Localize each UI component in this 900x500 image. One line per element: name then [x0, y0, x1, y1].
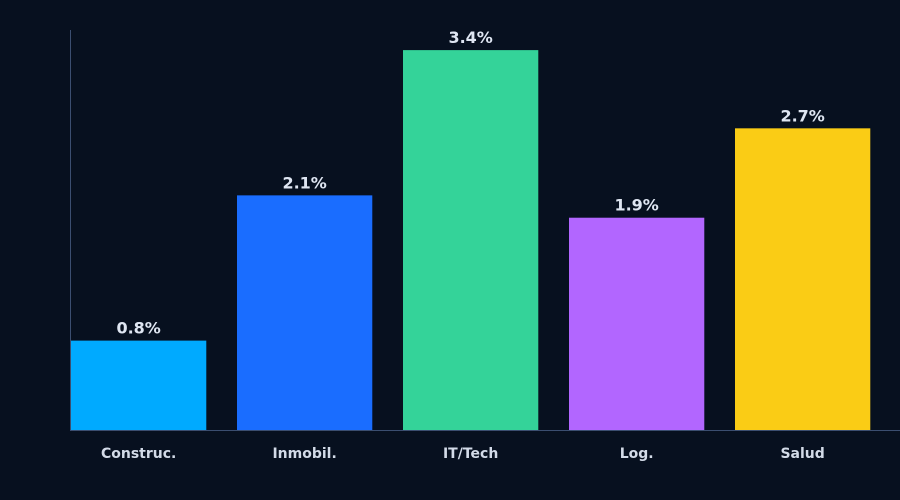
bar — [237, 195, 373, 430]
bar — [71, 340, 207, 430]
value-label: 2.7% — [780, 106, 824, 125]
value-label: 3.4% — [448, 28, 492, 47]
bar — [569, 217, 705, 430]
x-tick-label: Log. — [620, 446, 654, 462]
x-tick-label: Inmobil. — [272, 446, 336, 462]
value-label: 1.9% — [614, 196, 658, 215]
x-tick-label: Salud — [780, 446, 824, 462]
value-label: 0.8% — [116, 319, 160, 338]
bar — [735, 128, 871, 430]
x-tick-label: Construc. — [101, 446, 176, 462]
bar — [403, 50, 539, 431]
x-tick-label: IT/Tech — [443, 446, 498, 462]
value-label: 2.1% — [282, 173, 326, 192]
